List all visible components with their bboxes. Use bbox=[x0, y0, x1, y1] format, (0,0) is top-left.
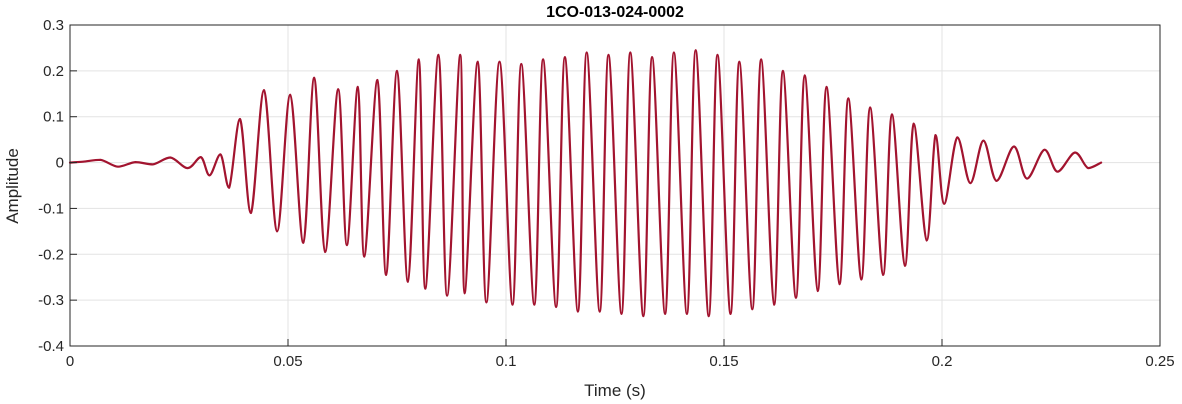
x-tick-label: 0.2 bbox=[932, 353, 953, 370]
y-tick-label: -0.2 bbox=[38, 246, 64, 263]
y-tick-label: -0.1 bbox=[38, 200, 64, 217]
y-tick-label: -0.4 bbox=[38, 338, 64, 355]
x-tick-label: 0.1 bbox=[496, 353, 517, 370]
y-tick-label: 0.2 bbox=[43, 63, 64, 80]
y-axis-label: Amplitude bbox=[3, 148, 22, 224]
y-tick-label: 0 bbox=[56, 155, 64, 172]
x-tick-label: 0 bbox=[66, 353, 74, 370]
y-tick-label: 0.1 bbox=[43, 109, 64, 126]
y-tick-label: -0.3 bbox=[38, 292, 64, 309]
chart-title: 1CO-013-024-0002 bbox=[546, 4, 684, 21]
plot-frame bbox=[69, 24, 1161, 347]
y-ticks: -0.4 -0.3 -0.2 -0.1 0 0.1 0.2 0.3 bbox=[38, 17, 77, 355]
x-axis-label: Time (s) bbox=[584, 381, 646, 400]
x-tick-label: 0.05 bbox=[273, 353, 302, 370]
series-layer bbox=[68, 49, 1103, 318]
x-ticks: 0 0.05 0.1 0.15 0.2 0.25 bbox=[66, 339, 1175, 370]
waveform-series-line bbox=[68, 49, 1103, 318]
y-tick-label: 0.3 bbox=[43, 17, 64, 34]
x-tick-label: 0.15 bbox=[709, 353, 738, 370]
x-tick-label: 0.25 bbox=[1145, 353, 1174, 370]
